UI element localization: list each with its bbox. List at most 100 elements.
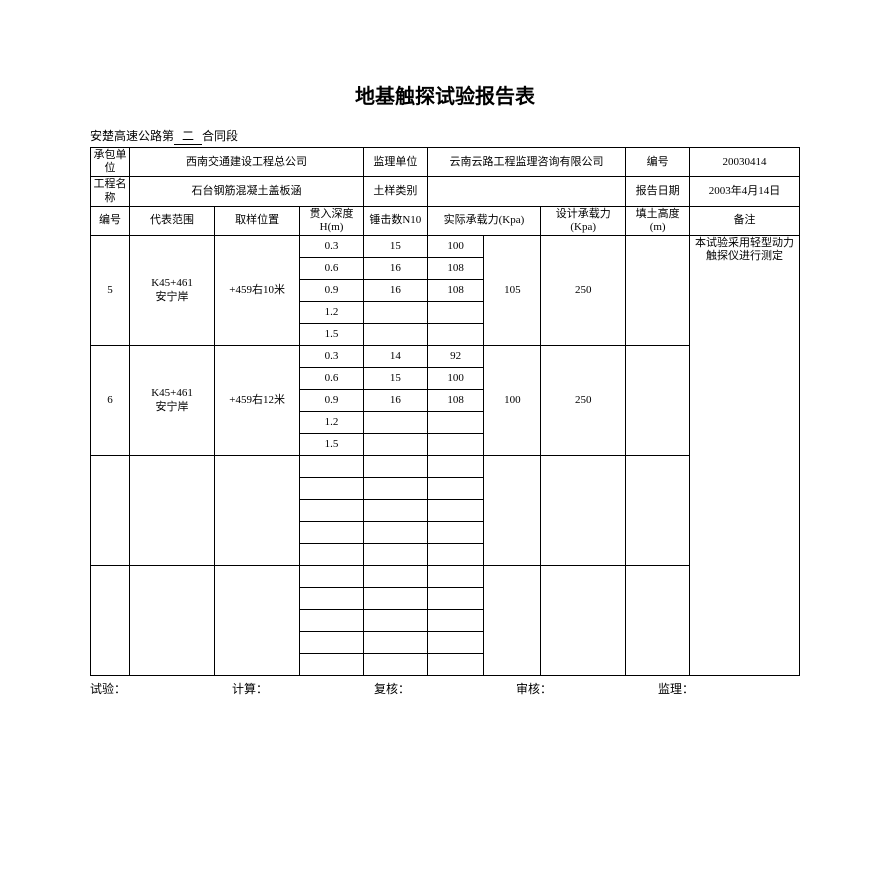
col-position: 取样位置 [215,206,300,235]
cell-value [427,500,484,522]
cell-value: 108 [427,390,484,412]
project-value: 石台钢筋混凝土盖板涵 [129,177,363,206]
cell-value [427,610,484,632]
col-no: 编号 [91,206,130,235]
cell-design [541,456,626,566]
cell-value: 108 [427,258,484,280]
cell-fill [626,456,690,566]
cell-hammer [363,544,427,566]
soil-value [427,177,626,206]
cell-value [427,302,484,324]
col-actual: 实际承载力(Kpa) [427,206,540,235]
cell-no [91,456,130,566]
col-depth: 贯入深度H(m) [300,206,364,235]
cell-depth: 0.9 [300,280,364,302]
cell-depth: 1.2 [300,412,364,434]
cell-value [427,456,484,478]
footer-review: 复核： [374,680,516,697]
supervisor-label: 监理单位 [363,148,427,177]
cell-value [427,588,484,610]
cell-depth [300,478,364,500]
cell-hammer: 15 [363,236,427,258]
cell-remark: 本试验采用轻型动力触探仪进行测定 [690,236,800,676]
cell-value [427,544,484,566]
cell-actual [484,566,541,676]
code-value: 20030414 [690,148,800,177]
cell-fill [626,236,690,346]
cell-value [427,566,484,588]
cell-hammer: 14 [363,346,427,368]
cell-range: K45+461安宁岸 [129,346,214,456]
cell-value: 108 [427,280,484,302]
footer-calc: 计算： [232,680,374,697]
cell-hammer: 16 [363,390,427,412]
footer-audit: 审核： [516,680,658,697]
project-label: 工程名称 [91,177,130,206]
supervisor-value: 云南云路工程监理咨询有限公司 [427,148,626,177]
contractor-value: 西南交通建设工程总公司 [129,148,363,177]
cell-range: K45+461安宁岸 [129,236,214,346]
header-row-1: 承包单位 西南交通建设工程总公司 监理单位 云南云路工程监理咨询有限公司 编号 … [91,148,800,177]
cell-value [427,324,484,346]
cell-hammer [363,654,427,676]
cell-value [427,412,484,434]
cell-hammer: 16 [363,258,427,280]
cell-range [129,456,214,566]
footer-row: 试验： 计算： 复核： 审核： 监理： [90,680,800,697]
cell-design [541,566,626,676]
code-label: 编号 [626,148,690,177]
cell-hammer [363,588,427,610]
cell-actual: 100 [484,346,541,456]
cell-no: 5 [91,236,130,346]
report-table: 承包单位 西南交通建设工程总公司 监理单位 云南云路工程监理咨询有限公司 编号 … [90,147,800,676]
col-hammer: 锤击数N10 [363,206,427,235]
subtitle-suffix: 合同段 [202,129,238,143]
cell-no: 6 [91,346,130,456]
cell-depth [300,654,364,676]
cell-value: 100 [427,368,484,390]
cell-value [427,522,484,544]
cell-depth [300,456,364,478]
cell-depth: 0.9 [300,390,364,412]
cell-depth [300,588,364,610]
cell-depth [300,522,364,544]
cell-range [129,566,214,676]
cell-value [427,632,484,654]
cell-value [427,434,484,456]
cell-no [91,566,130,676]
cell-depth: 1.2 [300,302,364,324]
cell-hammer [363,566,427,588]
cell-actual: 105 [484,236,541,346]
cell-depth: 1.5 [300,324,364,346]
header-row-2: 工程名称 石台钢筋混凝土盖板涵 土样类别 报告日期 2003年4月14日 [91,177,800,206]
report-subtitle: 安楚高速公路第二合同段 [90,127,800,145]
report-title: 地基触探试验报告表 [90,80,800,109]
cell-position [215,566,300,676]
cell-design: 250 [541,236,626,346]
contractor-label: 承包单位 [91,148,130,177]
column-header-row: 编号 代表范围 取样位置 贯入深度H(m) 锤击数N10 实际承载力(Kpa) … [91,206,800,235]
cell-position: +459右10米 [215,236,300,346]
cell-value: 92 [427,346,484,368]
cell-hammer [363,632,427,654]
cell-fill [626,566,690,676]
cell-depth [300,610,364,632]
col-range: 代表范围 [129,206,214,235]
cell-hammer [363,478,427,500]
cell-hammer [363,324,427,346]
cell-depth [300,632,364,654]
cell-hammer [363,302,427,324]
cell-value [427,478,484,500]
cell-depth: 0.3 [300,346,364,368]
cell-value: 100 [427,236,484,258]
cell-depth: 0.3 [300,236,364,258]
cell-hammer [363,500,427,522]
cell-position [215,456,300,566]
cell-hammer [363,610,427,632]
col-remark: 备注 [690,206,800,235]
cell-design: 250 [541,346,626,456]
footer-test: 试验： [90,680,232,697]
cell-hammer [363,522,427,544]
cell-value [427,654,484,676]
report-page: 地基触探试验报告表 安楚高速公路第二合同段 承包单位 西南交通建设工程总公司 监… [0,0,880,717]
